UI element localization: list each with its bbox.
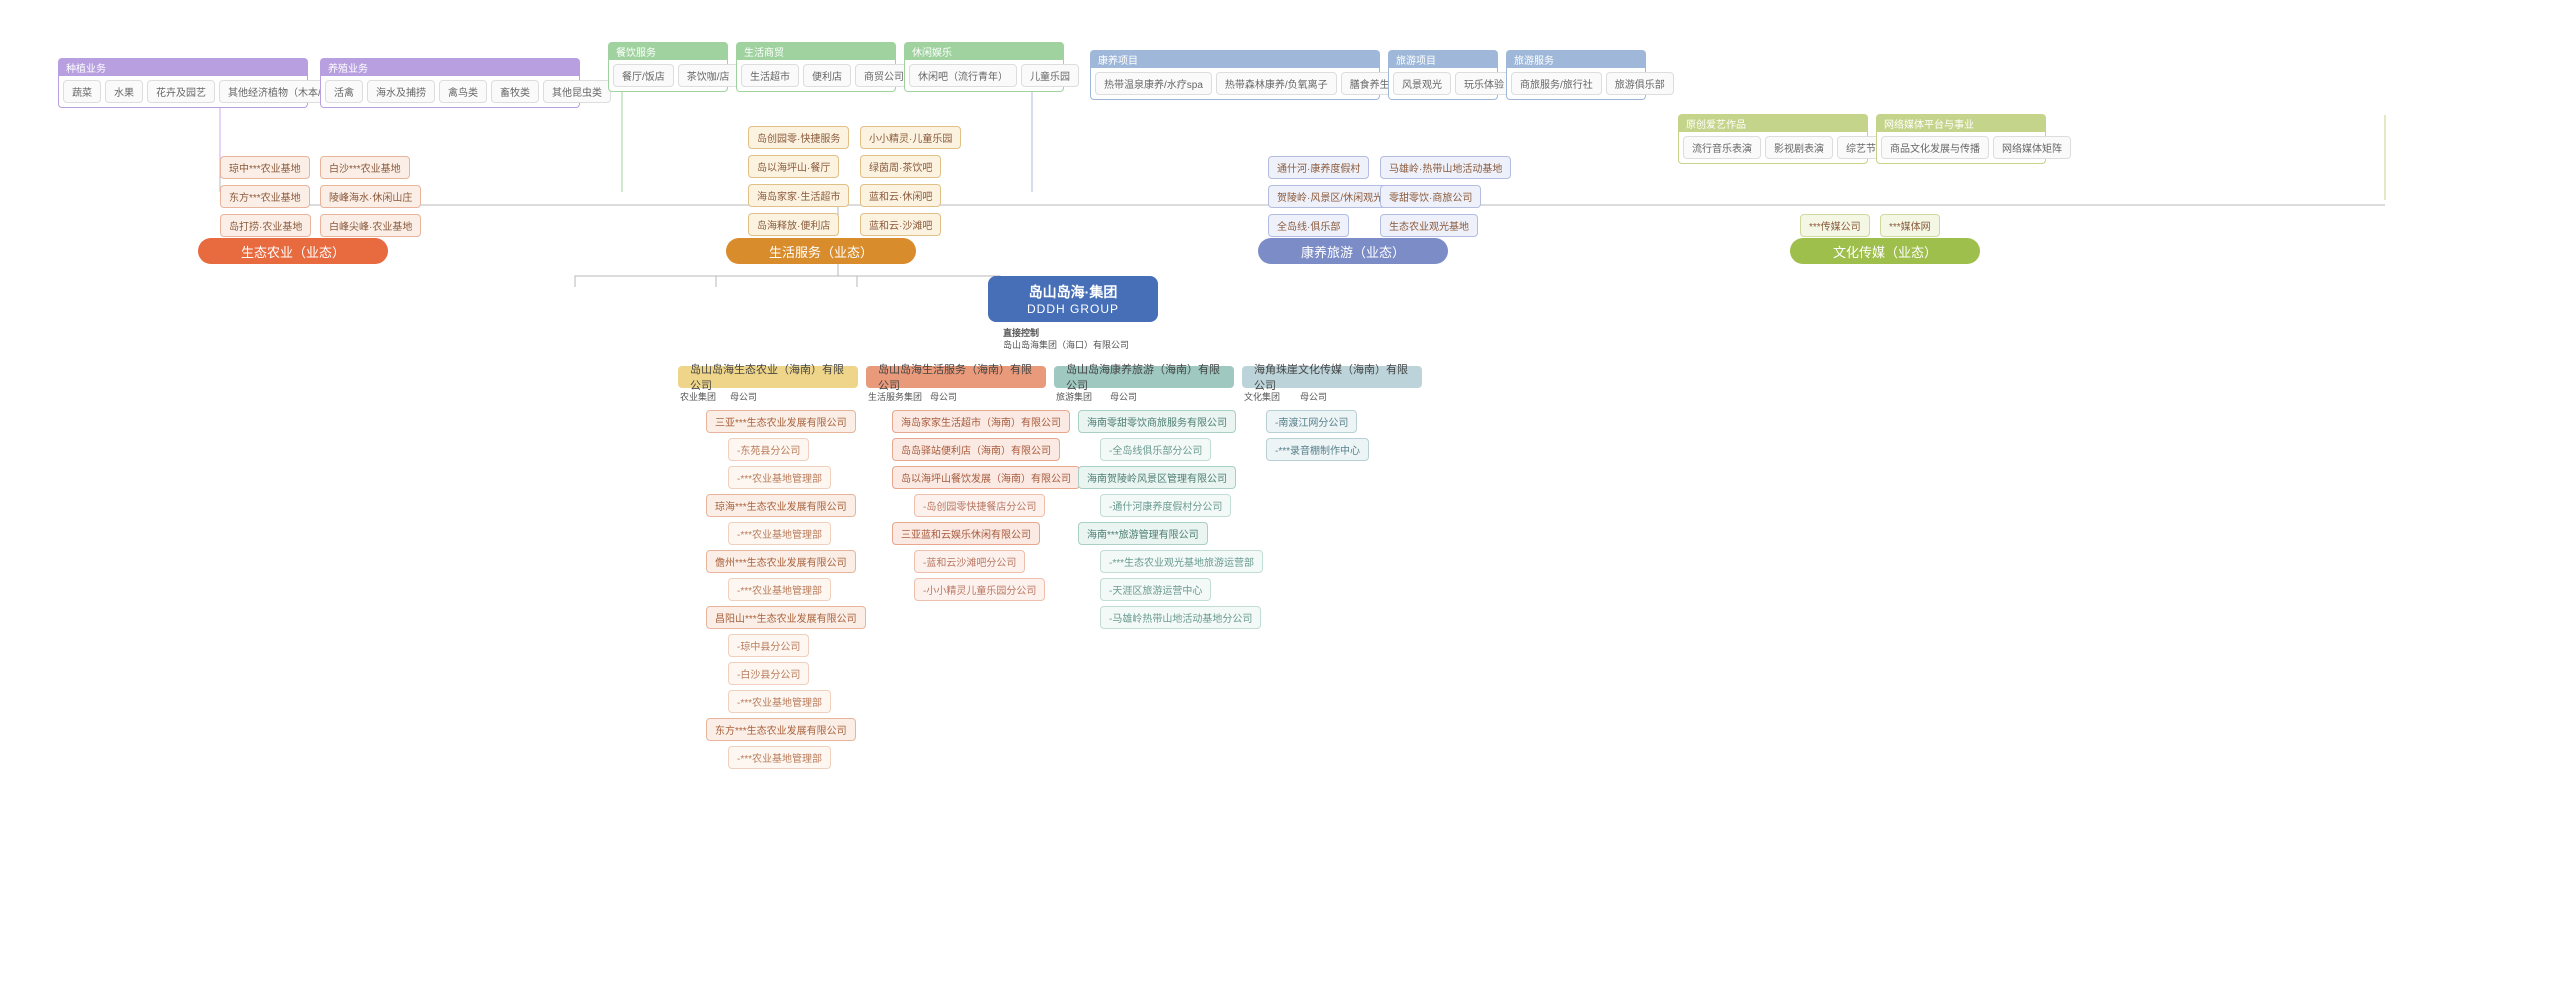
sub-life: 岛山岛海生活服务（海南）有限公司: [866, 366, 1046, 388]
cat-catering-box: 餐厅/饭店 茶饮咖/店: [608, 60, 728, 92]
sector-culture: 文化传媒（业态）: [1790, 238, 1980, 264]
tree-parent: 海岛家家生活超市（海南）有限公司: [892, 410, 1070, 433]
sub-health: 岛山岛海康养旅游（海南）有限公司: [1054, 366, 1234, 388]
tree-parent: 琼海***生态农业发展有限公司: [706, 494, 856, 517]
pair-node: 零甜零饮·商旅公司: [1380, 185, 1481, 208]
sector-agri: 生态农业（业态）: [198, 238, 388, 264]
pair-node: 蓝和云·休闲吧: [860, 184, 941, 207]
tree-parent: -***录音棚制作中心: [1266, 438, 1369, 461]
cat-media2-head: 网络媒体平台与事业: [1876, 114, 2046, 132]
tree-child: -白沙县分公司: [728, 662, 809, 685]
tree-parent: 三亚蓝和云娱乐休闲有限公司: [892, 522, 1040, 545]
sub-agri-meta1: 农业集团: [680, 390, 716, 403]
cat-wellness-head: 康养项目: [1090, 50, 1380, 68]
sub-agri: 岛山岛海生态农业（海南）有限公司: [678, 366, 858, 388]
tree-child: -***农业基地管理部: [728, 746, 831, 769]
sub-life-meta2: 母公司: [930, 390, 957, 403]
cat-media2-box: 商品文化发展与传播 网络媒体矩阵: [1876, 132, 2046, 164]
cat-media1-head: 原创爱艺作品: [1678, 114, 1868, 132]
pair-node: 全岛线·俱乐部: [1268, 214, 1349, 237]
cat-planting-box: 蔬菜 水果 花卉及园艺 其他经济植物（木本/草本）: [58, 76, 308, 108]
tree-child: -小小精灵儿童乐园分公司: [914, 578, 1045, 601]
tree-parent: 海南***旅游管理有限公司: [1078, 522, 1208, 545]
tree-child: -岛创园零快捷餐店分公司: [914, 494, 1045, 517]
sub-agri-meta2: 母公司: [730, 390, 757, 403]
pair-node: 生态农业观光基地: [1380, 214, 1478, 237]
cat-breeding-head: 养殖业务: [320, 58, 580, 76]
cat-catering-head: 餐饮服务: [608, 42, 728, 60]
hq-holding: 岛山岛海集团（海口）有限公司: [1003, 338, 1129, 351]
tree-child: -***农业基地管理部: [728, 578, 831, 601]
cat-travel-box: 商旅服务/旅行社 旅游俱乐部: [1506, 68, 1646, 100]
tree-parent: 三亚***生态农业发展有限公司: [706, 410, 856, 433]
cat-retail-box: 生活超市 便利店 商贸公司: [736, 60, 896, 92]
cat-retail-head: 生活商贸: [736, 42, 896, 60]
tree-child: -***生态农业观光基地旅游运营部: [1100, 550, 1263, 573]
cat-planting-head: 种植业务: [58, 58, 308, 76]
tree-child: -琼中县分公司: [728, 634, 809, 657]
pair-node: 岛海释放·便利店: [748, 213, 839, 236]
sector-life: 生活服务（业态）: [726, 238, 916, 264]
pair-node: 绿茵周·茶饮吧: [860, 155, 941, 178]
cat-tour-head: 旅游项目: [1388, 50, 1498, 68]
tree-parent: 海南贺陵岭风景区管理有限公司: [1078, 466, 1236, 489]
pair-node: 白峰尖峰·农业基地: [320, 214, 421, 237]
sub-culture-meta1: 文化集团: [1244, 390, 1280, 403]
pair-node: 陵峰海水·休闲山庄: [320, 185, 421, 208]
pair-node: ***媒体网: [1880, 214, 1940, 237]
tree-parent: 东方***生态农业发展有限公司: [706, 718, 856, 741]
pair-node: ***传媒公司: [1800, 214, 1870, 237]
sub-health-meta1: 旅游集团: [1056, 390, 1092, 403]
pair-node: 岛打捞·农业基地: [220, 214, 311, 237]
tree-child: -通什河康养度假村分公司: [1100, 494, 1231, 517]
tree-child: -***农业基地管理部: [728, 522, 831, 545]
tree-parent: 岛以海坪山餐饮发展（海南）有限公司: [892, 466, 1080, 489]
tree-parent: -南渡江网分公司: [1266, 410, 1357, 433]
cat-travel-head: 旅游服务: [1506, 50, 1646, 68]
cat-tour-box: 风景观光 玩乐体验: [1388, 68, 1498, 100]
pair-node: 岛以海坪山·餐厅: [748, 155, 839, 178]
pair-node: 琼中***农业基地: [220, 156, 310, 179]
pair-node: 岛创园零·快捷服务: [748, 126, 849, 149]
pair-node: 小小精灵·儿童乐园: [860, 126, 961, 149]
pair-node: 通什河·康养度假村: [1268, 156, 1369, 179]
tree-child: -蓝和云沙滩吧分公司: [914, 550, 1025, 573]
sub-life-meta1: 生活服务集团: [868, 390, 922, 403]
pair-node: 东方***农业基地: [220, 185, 310, 208]
cat-media1-box: 流行音乐表演 影视剧表演 综艺节目: [1678, 132, 1868, 164]
cat-breeding-box: 活禽 海水及捕捞 禽鸟类 畜牧类 其他昆虫类: [320, 76, 580, 108]
tree-child: -***农业基地管理部: [728, 690, 831, 713]
sub-health-meta2: 母公司: [1110, 390, 1137, 403]
tree-child: -马雄岭热带山地活动基地分公司: [1100, 606, 1261, 629]
tree-child: -***农业基地管理部: [728, 466, 831, 489]
tree-parent: 昌阳山***生态农业发展有限公司: [706, 606, 866, 629]
pair-node: 白沙***农业基地: [320, 156, 410, 179]
tree-child: -天涯区旅游运营中心: [1100, 578, 1211, 601]
cat-leisure-head: 休闲娱乐: [904, 42, 1064, 60]
sector-health: 康养旅游（业态）: [1258, 238, 1448, 264]
cat-wellness-box: 热带温泉康养/水疗spa 热带森林康养/负氧离子 膳食养生与医养旅居: [1090, 68, 1380, 100]
cat-leisure-box: 休闲吧（流行青年） 儿童乐园: [904, 60, 1064, 92]
tree-parent: 海南零甜零饮商旅服务有限公司: [1078, 410, 1236, 433]
tree-parent: 儋州***生态农业发展有限公司: [706, 550, 856, 573]
sub-culture-meta2: 母公司: [1300, 390, 1327, 403]
tree-child: -东苑县分公司: [728, 438, 809, 461]
pair-node: 海岛家家·生活超市: [748, 184, 849, 207]
pair-node: 蓝和云·沙滩吧: [860, 213, 941, 236]
tree-child: -全岛线俱乐部分公司: [1100, 438, 1211, 461]
hq-block: 岛山岛海·集团 DDDH GROUP: [988, 276, 1158, 322]
tree-parent: 岛岛驿站便利店（海南）有限公司: [892, 438, 1060, 461]
sub-culture: 海角珠崖文化传媒（海南）有限公司: [1242, 366, 1422, 388]
pair-node: 马雄岭·热带山地活动基地: [1380, 156, 1511, 179]
connector-lines: [0, 0, 2560, 985]
